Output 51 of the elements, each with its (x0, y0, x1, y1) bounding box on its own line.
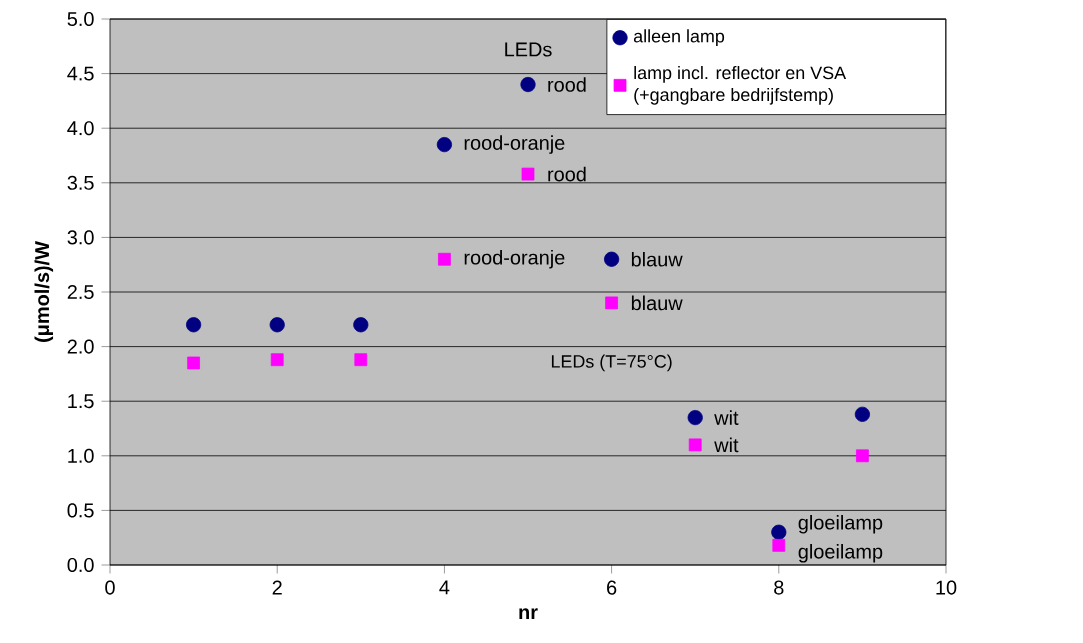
x-axis-title: nr (519, 608, 538, 620)
point (605, 296, 618, 310)
annotation: blauw (631, 251, 683, 267)
annotation: rood (548, 166, 586, 182)
y-tick-label: 2.0 (67, 339, 94, 354)
annotation: LEDs (T=75°C) (551, 354, 672, 372)
point (438, 252, 451, 266)
point (270, 353, 284, 367)
point (186, 317, 202, 333)
y-tick-label: 0.0 (67, 557, 94, 573)
x-tick-label: 2 (272, 580, 282, 595)
point (520, 76, 536, 93)
y-tick-label: 3.5 (67, 175, 94, 190)
x-tick-label: 4 (439, 580, 450, 595)
y-tick-label: 0.5 (67, 503, 94, 518)
y-tick-label: 4.5 (67, 66, 94, 81)
point (771, 524, 787, 540)
y-tick-label: 4.0 (67, 121, 94, 136)
x-tick-label: 10 (936, 580, 957, 595)
y-tick-label: 5.0 (67, 11, 94, 27)
point (269, 317, 285, 333)
x-tick-label: 0 (105, 580, 115, 595)
point (354, 353, 368, 367)
annotation: LEDs (505, 42, 552, 57)
point (187, 356, 200, 370)
point (856, 449, 869, 463)
point (772, 538, 786, 552)
annotation: blauw (631, 295, 683, 311)
annotation: gloeilamp (798, 544, 883, 563)
annotation: rood (548, 77, 586, 92)
point (604, 251, 620, 267)
y-tick-label: 2.5 (67, 284, 94, 300)
point (353, 317, 369, 333)
y-tick-label: 1.0 (68, 448, 94, 463)
annotation: wit (714, 410, 739, 425)
point (688, 438, 702, 452)
annotation: rood-oranje (464, 135, 565, 154)
y-tick-label: 3.0 (67, 230, 94, 245)
legend-label: lamp incl. reflector en VSA (+gangbare bedrijfstemp) (634, 66, 847, 105)
annotation: gloeilamp (798, 514, 883, 534)
y-tick-label: 1.5 (68, 394, 94, 409)
annotation: wit (714, 437, 739, 453)
x-tick-label: 8 (774, 580, 784, 595)
point (687, 410, 703, 426)
point (854, 406, 870, 422)
x-tick-label: 6 (607, 580, 617, 595)
point (436, 137, 452, 153)
point (521, 167, 535, 181)
y-axis-title: (μmol/s)/W (34, 241, 54, 342)
annotation: rood-oranje (464, 249, 565, 269)
legend-label: alleen lamp (633, 29, 725, 47)
